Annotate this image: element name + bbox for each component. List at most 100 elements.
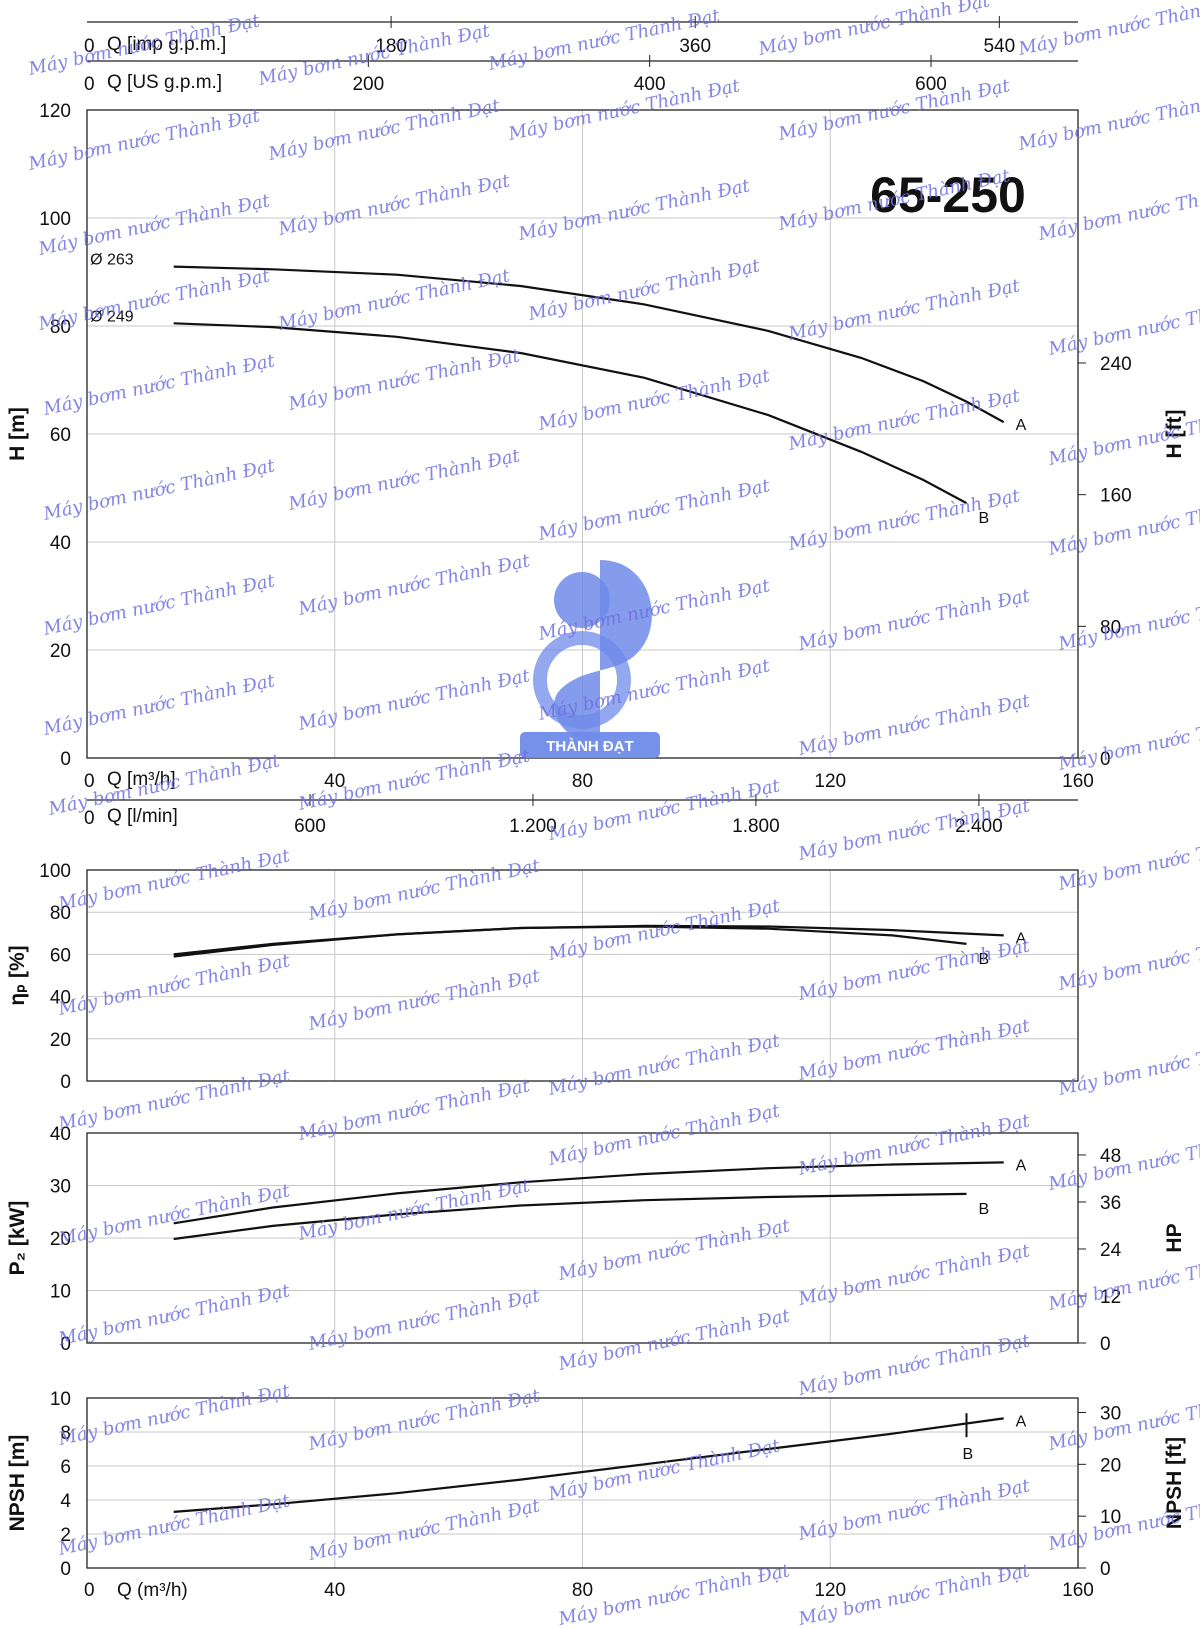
imp-scale-zero: 0: [84, 36, 95, 57]
watermark-text: Máy bơm nước Thành Đạt: [556, 1305, 793, 1375]
watermark-text: Máy bơm nước Thành Đạt: [1056, 825, 1200, 895]
watermark-text: Máy bơm nước Thành Đạt: [1056, 925, 1200, 995]
head-ylabel-right: H [ft]: [1163, 410, 1186, 459]
watermark-text: Máy bơm nước Thành Đạt: [536, 475, 773, 545]
power-curve-label-b: B: [979, 1201, 990, 1218]
bottom-title: Q (m³/h): [117, 1580, 188, 1601]
watermark-text: Máy bơm nước Thành Đạt: [756, 0, 993, 60]
npsh-ytick-label: 10: [50, 1389, 71, 1410]
watermark-text: Máy bơm nước Thành Đạt: [306, 855, 543, 925]
power-ytick-label: 0: [60, 1334, 71, 1355]
watermark-text: Máy bơm nước Thành Đạt: [1016, 0, 1200, 60]
watermark-text: Máy bơm nước Thành Đạt: [796, 1330, 1033, 1400]
head-ytick-label: 20: [50, 641, 71, 662]
efficiency-curve-b: [173, 925, 967, 956]
watermark-text: Máy bơm nước Thành Đạt: [41, 455, 278, 525]
head-ytick-right-label: 80: [1100, 617, 1121, 638]
efficiency-ytick-label: 0: [60, 1072, 71, 1093]
bottom-tick-label: 120: [814, 1580, 846, 1601]
model-title: 65-250: [870, 167, 1026, 223]
watermark-text: Máy bơm nước Thành Đạt: [306, 965, 543, 1035]
watermark-text: Máy bơm nước Thành Đạt: [26, 10, 263, 80]
watermark-text: Máy bơm nước Thành Đạt: [56, 1380, 293, 1450]
head-ytick-label: 60: [50, 425, 71, 446]
bottom-zero: 0: [84, 1580, 95, 1601]
logo-text: THÀNH ĐẠT: [546, 738, 634, 755]
npsh-ylabel: NPSH [m]: [6, 1435, 29, 1532]
tick-layer: 0204060801001200801602400204060801000102…: [39, 16, 1132, 1601]
npsh-curve-a: [173, 1417, 1004, 1513]
watermark-text: Máy bơm nước Thành Đạt: [1036, 175, 1200, 245]
power-curve-b: [173, 1192, 967, 1241]
efficiency-ytick-label: 40: [50, 988, 71, 1009]
efficiency-frame: [86, 869, 1079, 1082]
watermark-text: Máy bơm nước Thành Đạt: [796, 585, 1033, 655]
head-curve-a: [173, 265, 1005, 424]
thanh-dat-logo: THÀNH ĐẠT: [520, 560, 660, 758]
head-ytick-label: 80: [50, 317, 71, 338]
watermark-text: Máy bơm nước Thành Đạt: [36, 190, 273, 260]
npsh-ylabel-right: NPSH [ft]: [1163, 1437, 1186, 1529]
watermark-text: Máy bơm nước Thành Đạt: [56, 845, 293, 915]
npsh-marker-label-b: B: [963, 1446, 974, 1463]
npsh-ytick-right-label: 0: [1100, 1559, 1111, 1580]
us-scale-tick-label: 600: [915, 74, 947, 95]
head-ytick-right-label: 240: [1100, 354, 1132, 375]
watermark-text: Máy bơm nước Thành Đạt: [556, 1215, 793, 1285]
watermark-text: Máy bơm nước Thành Đạt: [1056, 1030, 1200, 1100]
lmin-zero: 0: [84, 808, 95, 829]
watermark-text: Máy bơm nước Thành Đạt: [1056, 585, 1200, 655]
watermark-text: Máy bơm nước Thành Đạt: [41, 570, 278, 640]
efficiency-ylabel: ηₚ [%]: [6, 945, 29, 1005]
npsh-ytick-label: 4: [60, 1491, 71, 1512]
watermark-text: Máy bơm nước Thành Đạt: [306, 1385, 543, 1455]
power-ytick-label: 40: [50, 1124, 71, 1145]
bottom-tick-label: 160: [1062, 1580, 1094, 1601]
efficiency-ytick-label: 20: [50, 1030, 71, 1051]
m3h-tick-label: 80: [572, 771, 593, 792]
power-ytick-label: 10: [50, 1282, 71, 1303]
power-ytick-right-label: 48: [1100, 1146, 1121, 1167]
head-curve-b: [173, 322, 968, 505]
efficiency-ytick-label: 60: [50, 945, 71, 966]
npsh-frame: [86, 1397, 1079, 1569]
head-ytick-label: 0: [60, 749, 71, 770]
lmin-tick-label: 1.800: [732, 816, 780, 837]
watermark-text: Máy bơm nước Thành Đạt: [796, 1475, 1033, 1545]
watermark-text: Máy bơm nước Thành Đạt: [1046, 1125, 1200, 1195]
power-ytick-label: 30: [50, 1177, 71, 1198]
efficiency-ytick-label: 80: [50, 903, 71, 924]
watermark-text: Máy bơm nước Thành Đạt: [36, 265, 273, 335]
imp-scale-tick-label: 180: [375, 36, 407, 57]
efficiency-curve-label-a: A: [1016, 930, 1027, 947]
watermark-text: Máy bơm nước Thành Đạt: [1046, 290, 1200, 360]
lmin-title: Q [l/min]: [107, 806, 178, 827]
power-curve-a: [173, 1161, 1004, 1225]
watermark-text: Máy bơm nước Thành Đạt: [306, 1285, 543, 1355]
watermark-text: Máy bơm nước Thành Đạt: [1056, 705, 1200, 775]
us-scale-tick-label: 400: [634, 74, 666, 95]
watermark-text: Máy bơm nước Thành Đạt: [526, 255, 763, 325]
imp-scale-tick-label: 360: [679, 36, 711, 57]
watermark-text: Máy bơm nước Thành Đạt: [56, 1490, 293, 1560]
watermark-text: Máy bơm nước Thành Đạt: [516, 175, 753, 245]
power-ytick-right-label: 12: [1100, 1287, 1121, 1308]
watermark-text: Máy bơm nước Thành Đạt: [296, 550, 533, 620]
watermark-text: Máy bơm nước Thành Đạt: [266, 95, 503, 165]
npsh-ytick-label: 2: [60, 1525, 71, 1546]
power-ytick-label: 20: [50, 1229, 71, 1250]
us-scale-title: Q [US g.p.m.]: [107, 72, 222, 93]
npsh-curve-label-a: A: [1016, 1413, 1027, 1430]
watermark-text: Máy bơm nước Thành Đạt: [1016, 85, 1200, 155]
label-layer: H [ft] H [m] A Ø 263 B Ø 249 ηₚ [%] A B HP P₂ [kW]…: [6, 252, 1186, 1532]
lmin-tick-label: 600: [294, 816, 326, 837]
head-curve-label-a: A: [1016, 417, 1027, 434]
watermark-text: Máy bơm nước Thành Đạt: [276, 170, 513, 240]
watermark-text: Máy bơm nước Thành Đạt: [41, 670, 278, 740]
watermark-text: Máy bơm nước Thành Đạt: [786, 275, 1023, 345]
watermark-text: Máy bơm nước Thành Đạt: [286, 445, 523, 515]
watermark-text: Máy bơm nước Thành Đạt: [41, 350, 278, 420]
